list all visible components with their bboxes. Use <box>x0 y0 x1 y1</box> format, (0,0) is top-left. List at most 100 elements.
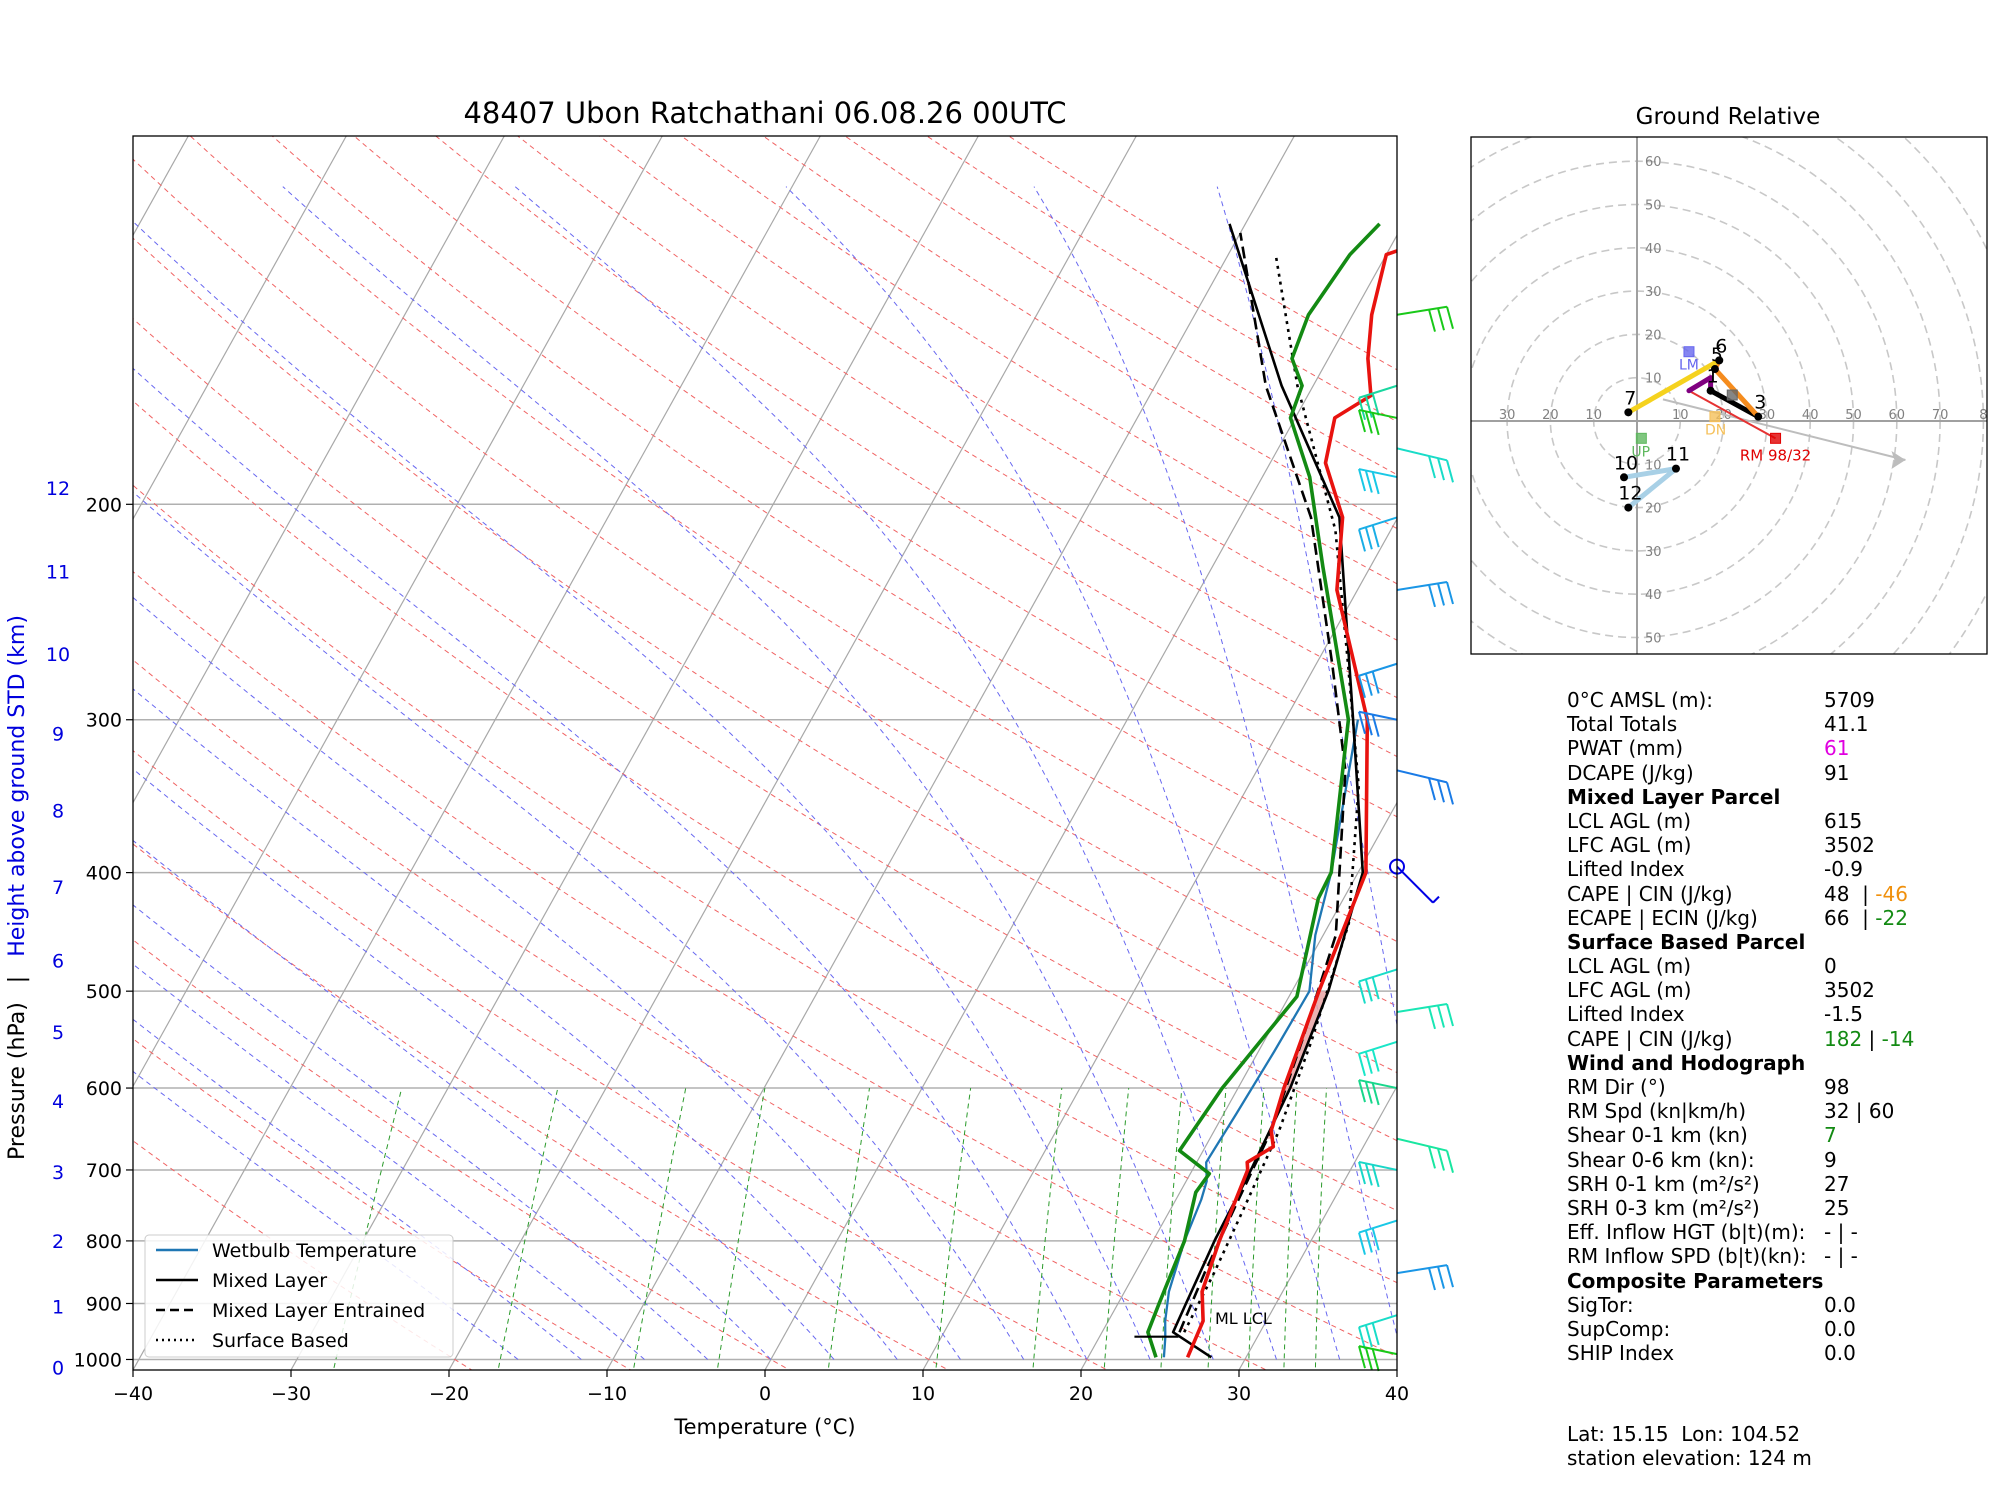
wind-barb-feather <box>1364 979 1373 1002</box>
hodograph-point-label: 11 <box>1666 444 1690 466</box>
param-value: 615 <box>1824 808 1863 833</box>
param-value: 98 <box>1824 1075 1850 1099</box>
wind-barb-feather <box>1446 581 1454 605</box>
param-label: RM Inflow SPD (b|t)(kn): <box>1567 1244 1807 1269</box>
dewpoint-line <box>1146 222 1381 1358</box>
y-tick-label: 1000 <box>74 1349 122 1371</box>
dry-adiabat <box>517 136 1397 699</box>
hodograph-tick-label: 30 <box>1645 285 1662 300</box>
hodograph-segment <box>1621 466 1679 480</box>
wind-barb-feather <box>1358 1326 1366 1350</box>
hodograph-point <box>1671 464 1680 473</box>
hodograph-marker <box>1770 432 1782 444</box>
wind-barb-feather <box>1371 393 1380 416</box>
height-tick-label: 6 <box>52 951 64 973</box>
storm-motion-arrowhead <box>1891 450 1906 469</box>
height-tick-label: 3 <box>52 1162 64 1184</box>
wind-barb-shaft <box>1358 1160 1398 1171</box>
param-label: ECAPE | ECIN (J/kg) <box>1567 905 1758 930</box>
wind-barb-feather <box>1364 395 1373 418</box>
isotherm-line <box>290 136 979 1370</box>
mixing-ratio-line <box>935 1088 972 1370</box>
moist-adiabat <box>133 839 772 1360</box>
wind-barb <box>1358 408 1398 436</box>
y-axis-label-sep: | <box>5 976 30 983</box>
station-latlon: Lat: 15.15 Lon: 104.52 <box>1567 1422 1801 1446</box>
y-tick-label: 700 <box>86 1160 122 1182</box>
mixing-ratio-line <box>1283 1088 1298 1370</box>
station-info: Lat: 15.15 Lon: 104.52 station elevation… <box>1567 1422 1812 1470</box>
height-tick-label: 11 <box>46 562 70 584</box>
wind-barb-feather <box>1358 1161 1366 1185</box>
param-label: SRH 0-1 km (m²/s²) <box>1567 1171 1760 1196</box>
param-label: Shear 0-6 km (kn): <box>1567 1147 1755 1172</box>
moist-adiabat <box>1033 186 1397 1339</box>
hodograph-point-label: 3 <box>1754 392 1766 414</box>
hodograph-tick-label: 30 <box>1759 408 1776 423</box>
legend-mixed-layer-entrained: Mixed Layer Entrained <box>212 1300 425 1322</box>
isotherm-line <box>448 136 1137 1370</box>
dry-adiabat <box>189 136 1397 943</box>
mixing-ratio-line <box>827 1088 870 1370</box>
wind-barb-shaft <box>1358 1345 1398 1356</box>
wind-barb-shaft <box>1358 408 1398 419</box>
wind-barb-feather <box>1437 1148 1445 1171</box>
param-value: - | - <box>1824 1244 1858 1269</box>
hodograph-marker-label: UP <box>1631 444 1650 460</box>
hodograph-tick-label: 50 <box>1645 199 1662 214</box>
wind-barb-feather <box>1371 714 1380 737</box>
hodograph-segment <box>1708 388 1761 420</box>
param-value: 32 | 60 <box>1824 1099 1895 1124</box>
height-tick-label: 7 <box>52 877 64 899</box>
wind-barb-shaft <box>1396 865 1434 904</box>
wind-barb-feather <box>1371 524 1380 548</box>
dry-adiabat <box>271 136 1397 879</box>
dry-adiabat <box>133 570 1397 1358</box>
wind-barb <box>1358 384 1398 420</box>
param-label: LCL AGL (m) <box>1567 954 1692 979</box>
isotherm-line <box>764 234 1397 1370</box>
hodograph-frame <box>1470 136 1988 655</box>
isotherm-line <box>133 136 663 1088</box>
wind-barb-feather <box>1428 1006 1436 1030</box>
wind-barb-shaft <box>1396 769 1448 784</box>
param-value: 0.0 <box>1824 1341 1856 1366</box>
hodograph-segment <box>1625 466 1679 511</box>
mixed-layer-parcel-line <box>1171 223 1365 1359</box>
hodograph-tick-label: 30 <box>1499 408 1516 423</box>
param-value: 61 <box>1824 736 1850 761</box>
param-label: RM Spd (kn|km/h) <box>1567 1099 1747 1124</box>
wind-barb-feather <box>1364 712 1373 736</box>
param-value: - | - <box>1824 1220 1858 1245</box>
moist-adiabat <box>133 1070 519 1360</box>
param-value: 7 <box>1824 1123 1837 1148</box>
ml-cin-value: -46 <box>1875 881 1908 906</box>
wind-barb-feather <box>1364 1347 1373 1370</box>
hodograph-point <box>1706 386 1715 395</box>
hodograph: 6050403020101020304050302010102030405060… <box>1471 137 1987 654</box>
sb-cape-sep: | <box>1868 1026 1876 1051</box>
dry-adiabat <box>133 939 791 1370</box>
x-tick-label: 10 <box>911 1383 935 1405</box>
height-tick-label: 5 <box>52 1022 64 1044</box>
wind-barb-feather <box>1358 1053 1366 1077</box>
hodograph-tick-label: 10 <box>1645 372 1662 387</box>
moist-adiabat <box>133 491 1025 1360</box>
moist-adiabat <box>133 220 1151 1360</box>
mixing-ratio-line <box>332 1087 403 1370</box>
wind-barb <box>1358 710 1398 737</box>
param-value: -0.9 <box>1824 857 1864 882</box>
wind-barb-feather <box>1371 1164 1380 1188</box>
y-tick-label: 800 <box>86 1231 122 1253</box>
param-value: 3502 <box>1824 833 1875 858</box>
wind-barb-feather <box>1371 1348 1380 1372</box>
wind-barb <box>1396 1003 1454 1030</box>
lcl-label: ML LCL <box>1215 1309 1272 1328</box>
wind-barb <box>1358 1040 1398 1077</box>
section-header: Surface Based Parcel <box>1567 929 1806 954</box>
dry-adiabat <box>1008 136 1397 371</box>
hodograph-marker <box>1709 411 1721 423</box>
svg-text:Pressure (hPa) | H: Pressure (hPa) | Height above ground STD… <box>5 615 30 1160</box>
hodograph-tick-label: 10 <box>1672 408 1689 423</box>
wind-barb-feather <box>1437 1266 1445 1289</box>
